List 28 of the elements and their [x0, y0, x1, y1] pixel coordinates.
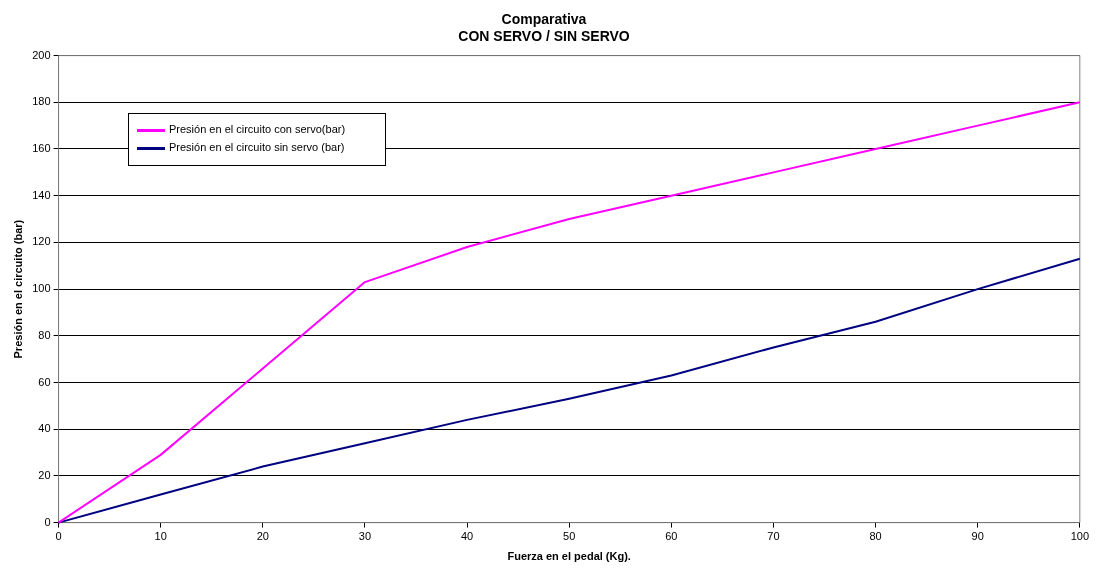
y-tick-label: 120: [32, 235, 51, 248]
y-tick-label: 40: [38, 422, 51, 435]
x-tick-label: 30: [358, 530, 372, 543]
x-tick-label: 80: [869, 530, 882, 543]
x-tick-label: 60: [665, 530, 678, 543]
x-tick-label: 70: [767, 530, 780, 543]
x-tick-label: 20: [256, 530, 269, 543]
y-tick-label: 20: [38, 468, 51, 481]
y-tick-label: 0: [44, 515, 51, 528]
x-tick-label: 40: [460, 530, 474, 543]
x-axis-title: Fuerza en el pedal (Kg).: [507, 550, 631, 563]
x-tick-label: 10: [154, 530, 167, 543]
x-tick-label: 50: [563, 530, 576, 543]
y-tick-label: 100: [32, 282, 51, 295]
legend-label: Presión en el circuito con servo(bar): [169, 123, 346, 135]
chart-subtitle: CON SERVO / SIN SERVO: [458, 28, 630, 45]
x-tick-label: 100: [1070, 530, 1089, 543]
y-axis-title: Presión en el circuito (bar): [11, 219, 24, 359]
y-tick-label: 160: [32, 142, 51, 155]
y-tick-label: 80: [38, 328, 51, 341]
y-tick-label: 60: [38, 375, 51, 388]
y-tick-label: 180: [32, 95, 51, 108]
x-tick-label: 0: [55, 530, 62, 543]
legend-label: Presión en el circuito sin servo (bar): [169, 141, 345, 153]
y-tick-label: 140: [32, 188, 51, 201]
y-tick-label: 200: [32, 48, 51, 61]
chart-title: Comparativa: [501, 11, 587, 28]
x-tick-label: 90: [971, 530, 984, 543]
